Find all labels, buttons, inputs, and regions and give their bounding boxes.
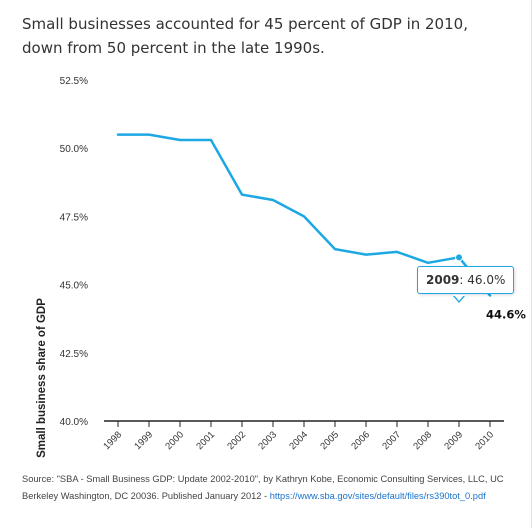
source-note: Source: "SBA - Small Business GDP: Updat…: [22, 471, 522, 505]
tooltip-value: 46.0%: [467, 273, 506, 287]
x-tick-label: 2010: [473, 429, 496, 452]
x-axis-ticks: 1998 1999 2000 2001 2002 2003 2004 2005 2006 2007…: [101, 421, 496, 452]
x-tick-label: 2004: [287, 429, 310, 452]
y-tick-label: 50.0%: [60, 144, 88, 155]
series: 44.6%: [116, 133, 526, 322]
x-tick-label: 2005: [318, 429, 341, 452]
x-tick-label: 2006: [349, 429, 372, 452]
y-tick-label: 42.5%: [60, 349, 88, 360]
x-tick-label: 2000: [163, 429, 186, 452]
source-link[interactable]: https://www.sba.gov/sites/default/files/…: [269, 491, 486, 501]
y-axis-label: Small business share of GDP: [36, 298, 48, 458]
x-tick-label: 1999: [132, 429, 155, 452]
line-chart: 40.0% 42.5% 45.0% 47.5% 50.0% 52.5% 1998 1999 2…: [60, 76, 527, 452]
x-tick-label: 2002: [225, 429, 248, 452]
y-axis-ticks: 40.0% 42.5% 45.0% 47.5% 50.0% 52.5%: [60, 76, 88, 428]
highlighted-point: [455, 253, 463, 262]
chart-title: Small businesses accounted for 45 percen…: [22, 15, 468, 57]
y-tick-label: 45.0%: [60, 281, 88, 292]
x-tick-label: 2003: [256, 429, 279, 452]
data-tooltip: 2009: 46.0%: [417, 266, 515, 294]
tooltip-year: 2009: [426, 273, 460, 287]
end-value-label: 44.6%: [486, 308, 526, 322]
y-tick-label: 40.0%: [60, 417, 88, 428]
chart-area: 40.0% 42.5% 45.0% 47.5% 50.0% 52.5% 1998 1999 2…: [0, 60, 532, 460]
x-tick-label: 2007: [380, 429, 403, 452]
y-tick-label: 47.5%: [60, 212, 88, 223]
tooltip-arrow: [453, 295, 465, 303]
source-text: Source: "SBA - Small Business GDP: Updat…: [22, 474, 504, 501]
x-tick-label: 2001: [194, 429, 217, 452]
series-line: [116, 133, 492, 297]
x-tick-label: 2008: [411, 429, 434, 452]
y-tick-label: 52.5%: [60, 76, 88, 87]
x-tick-label: 2009: [442, 429, 465, 452]
x-tick-label: 1998: [101, 429, 124, 452]
